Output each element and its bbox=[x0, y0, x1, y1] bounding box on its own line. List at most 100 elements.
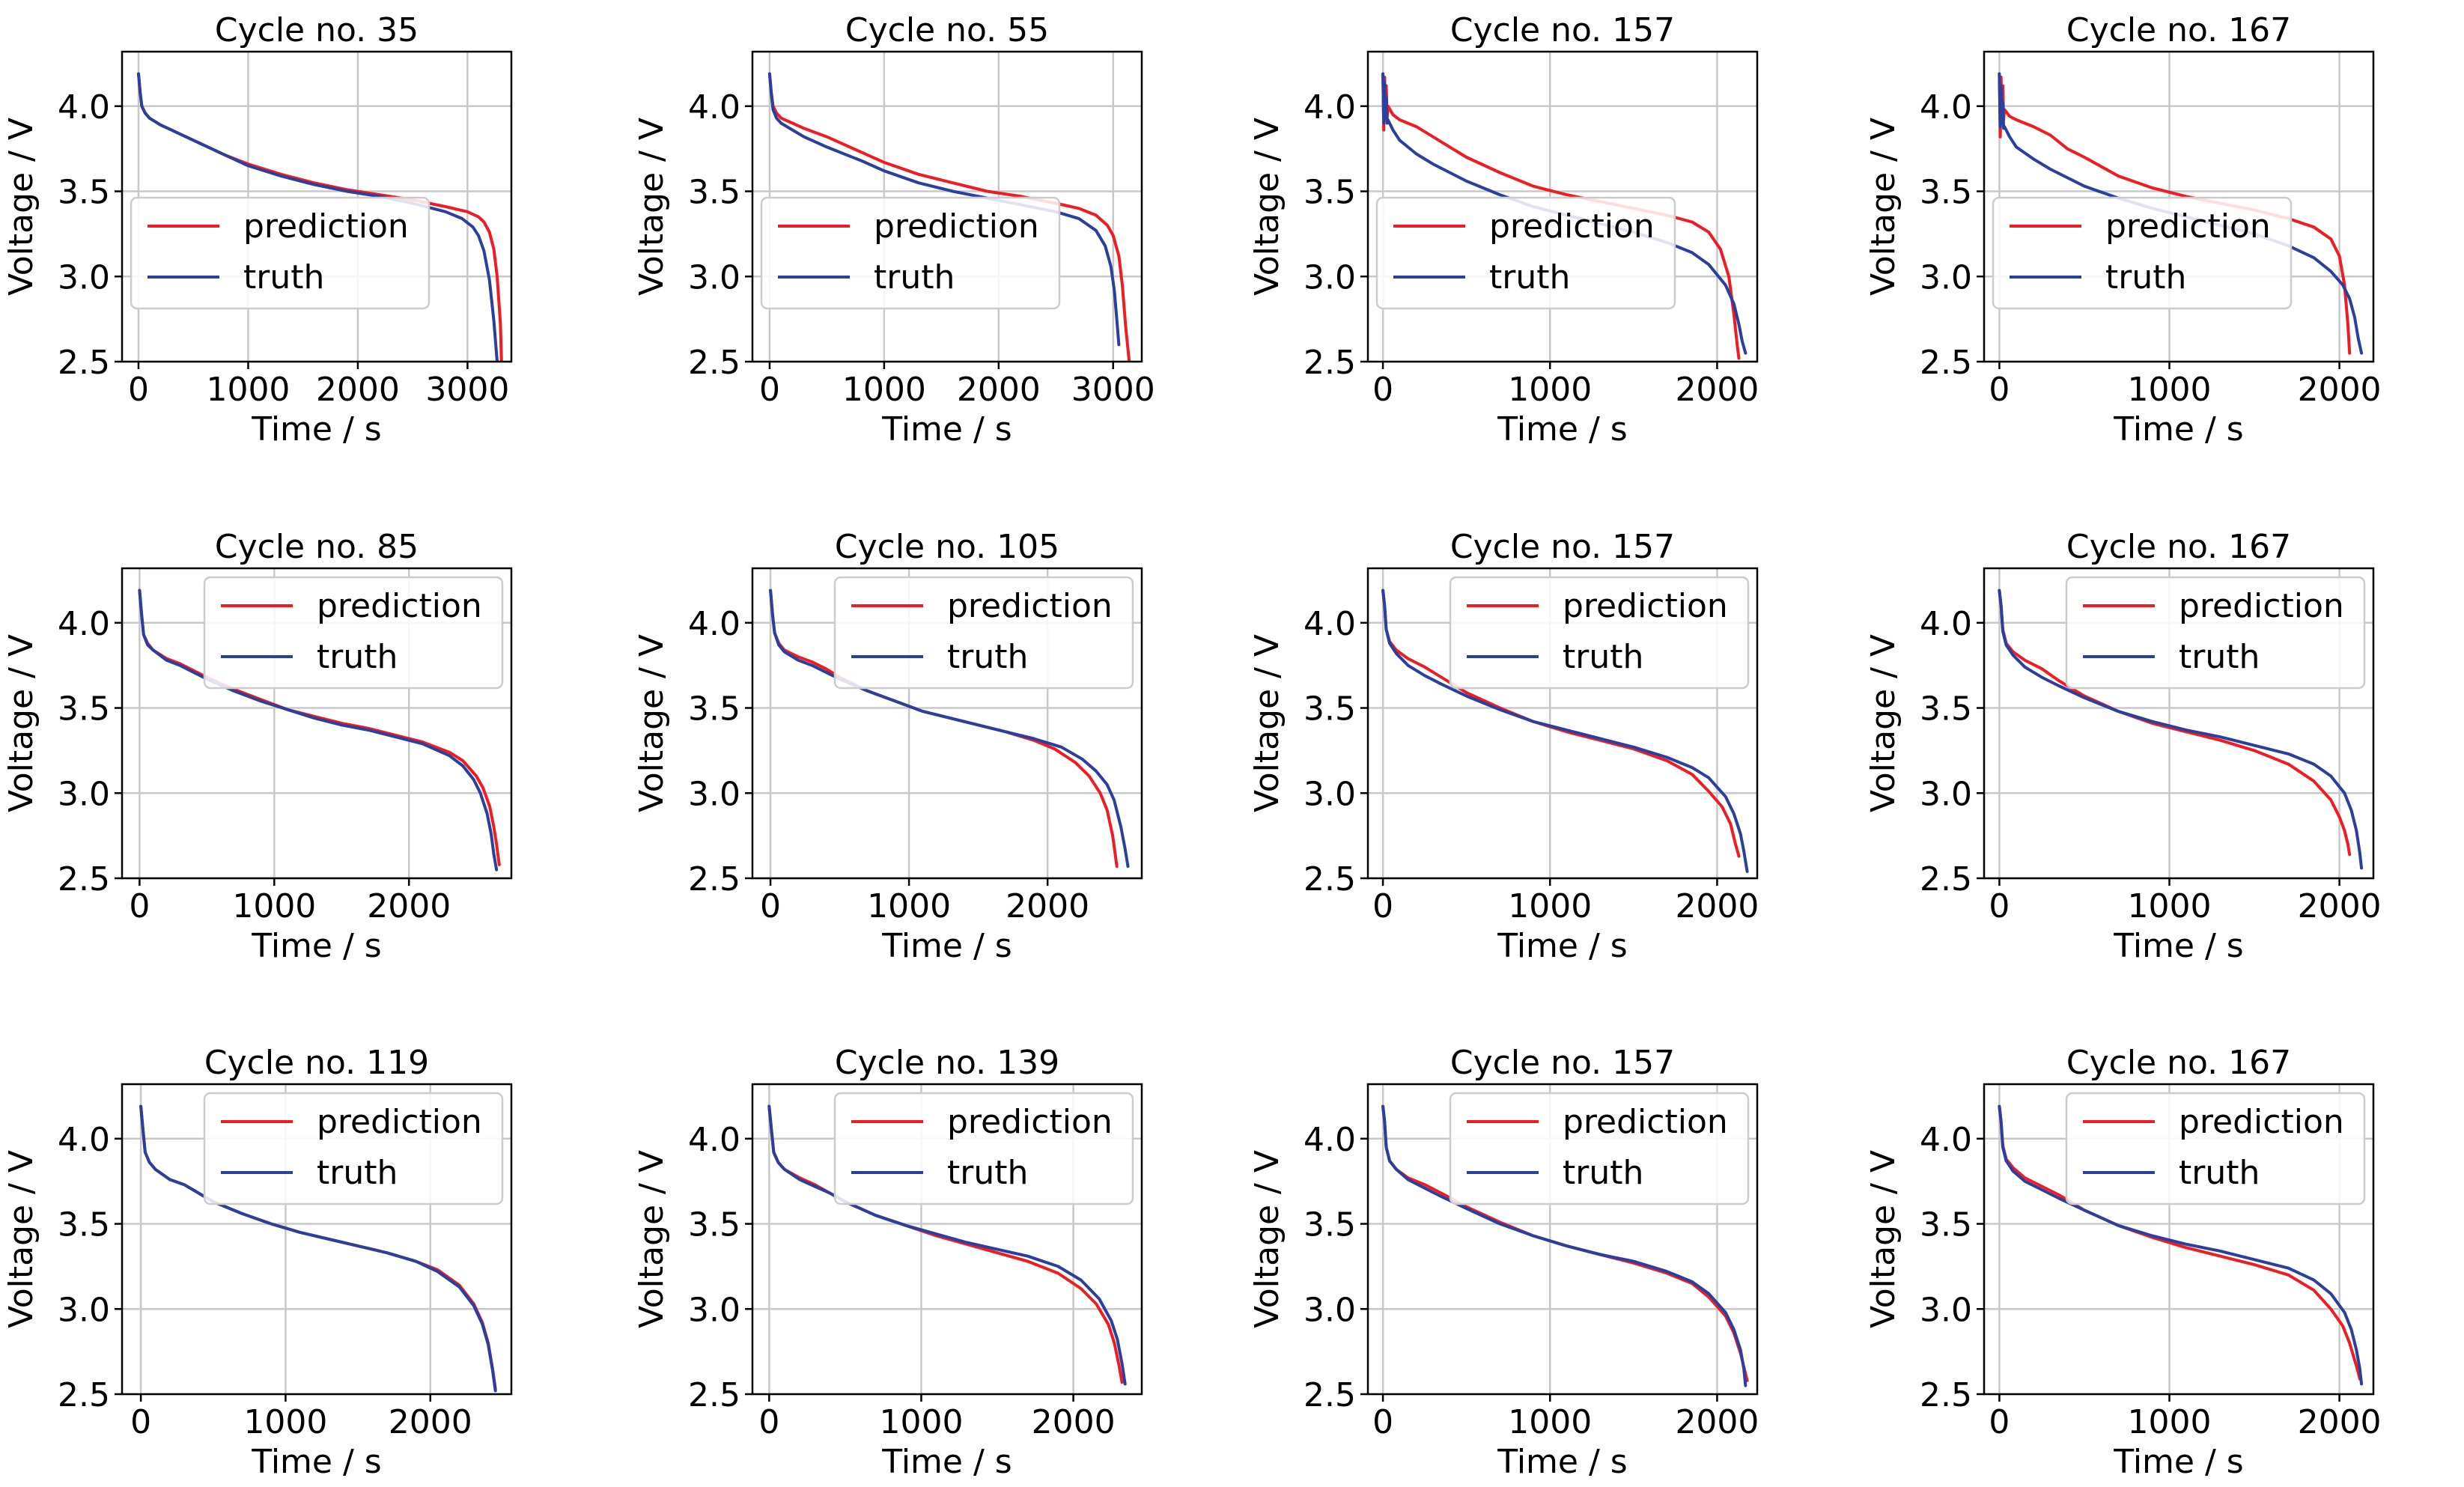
subplot-title: Cycle no. 105 bbox=[835, 528, 1059, 566]
legend: prediction truth bbox=[130, 196, 431, 310]
series-line-prediction bbox=[1998, 72, 2352, 355]
legend-label-truth: truth bbox=[947, 638, 1028, 676]
subplot-1: 0 1000 2000 3000 2.5 3.0 3.5 4.0 Cycle no. 35 Tim… bbox=[2, 11, 513, 448]
subplot-3: 0 1000 2000 2.5 3.0 3.5 4.0 Cycle no. 157 Time /… bbox=[1248, 11, 1759, 448]
y-axis-label: Voltage / V bbox=[633, 118, 671, 296]
x-tick-label: 2000 bbox=[316, 371, 400, 409]
legend: prediction truth bbox=[833, 576, 1134, 690]
y-tick-label: 3.0 bbox=[1304, 258, 1356, 297]
series-line-truth bbox=[769, 589, 1130, 869]
y-tick-label: 3.0 bbox=[1920, 1291, 1972, 1329]
subplot-title: Cycle no. 35 bbox=[215, 11, 419, 49]
legend: prediction truth bbox=[760, 196, 1061, 310]
series-line-truth bbox=[139, 1104, 497, 1393]
axes-frame bbox=[1366, 567, 1759, 880]
subplot-8: 0 1000 2000 2.5 3.0 3.5 4.0 Cycle no. 167 Time /… bbox=[1864, 528, 2382, 965]
series-line-prediction bbox=[767, 72, 1131, 362]
x-axis-label: Time / s bbox=[251, 927, 381, 965]
legend-label-prediction: prediction bbox=[947, 1103, 1113, 1141]
subplot-title: Cycle no. 119 bbox=[204, 1044, 429, 1082]
y-tick-label: 3.5 bbox=[688, 690, 740, 729]
y-tick-label: 2.5 bbox=[1304, 1376, 1356, 1414]
subplot-9: 0 1000 2000 2.5 3.0 3.5 4.0 Cycle no. 119 Time /… bbox=[2, 1044, 513, 1481]
x-tick-label: 2000 bbox=[1675, 1403, 1759, 1441]
x-axis-label: Time / s bbox=[881, 927, 1012, 965]
x-tick-label: 2000 bbox=[2298, 887, 2382, 925]
x-tick-label: 3000 bbox=[425, 371, 509, 409]
x-axis-label: Time / s bbox=[2113, 410, 2243, 448]
x-tick-label: 1000 bbox=[842, 371, 926, 409]
subplot-12: 0 1000 2000 2.5 3.0 3.5 4.0 Cycle no. 167 Time /… bbox=[1864, 1044, 2382, 1481]
series-line-truth bbox=[767, 72, 1121, 347]
x-tick-label: 2000 bbox=[957, 371, 1041, 409]
y-tick-label: 4.0 bbox=[58, 1121, 110, 1159]
x-tick-label: 1000 bbox=[206, 371, 290, 409]
y-tick-label: 3.5 bbox=[688, 174, 740, 212]
series-group bbox=[1381, 1104, 1749, 1387]
series-group bbox=[1381, 72, 1747, 360]
legend-label-prediction: prediction bbox=[1489, 207, 1655, 246]
legend-label-truth: truth bbox=[2179, 1154, 2260, 1192]
series-group bbox=[1998, 589, 2364, 870]
series-line-truth bbox=[137, 72, 499, 362]
subplot-title: Cycle no. 157 bbox=[1450, 528, 1675, 566]
x-tick-label: 1000 bbox=[243, 1403, 327, 1441]
x-tick-label: 2000 bbox=[367, 887, 451, 925]
legend: prediction truth bbox=[1992, 196, 2293, 310]
y-tick-label: 3.5 bbox=[688, 1206, 740, 1244]
x-tick-label: 0 bbox=[129, 887, 150, 925]
legend-label-truth: truth bbox=[1563, 1154, 1643, 1192]
x-tick-label: 1000 bbox=[879, 1403, 963, 1441]
y-tick-label: 3.5 bbox=[1304, 1206, 1356, 1244]
legend-label-prediction: prediction bbox=[1563, 587, 1728, 625]
legend-label-prediction: prediction bbox=[2179, 1103, 2344, 1141]
legend-label-prediction: prediction bbox=[2105, 207, 2271, 246]
legend: prediction truth bbox=[1449, 1092, 1750, 1205]
y-tick-label: 2.5 bbox=[688, 344, 740, 382]
subplot-title: Cycle no. 157 bbox=[1450, 11, 1675, 49]
subplot-5: 0 1000 2000 2.5 3.0 3.5 4.0 Cycle no. 85 Time / … bbox=[2, 528, 513, 965]
series-group bbox=[1998, 1104, 2364, 1386]
legend-label-prediction: prediction bbox=[2179, 587, 2344, 625]
series-group bbox=[139, 1104, 497, 1393]
series-line-truth bbox=[1381, 1104, 1747, 1387]
series-group bbox=[1381, 589, 1749, 873]
y-axis-label: Voltage / V bbox=[2, 1150, 40, 1328]
x-tick-label: 2000 bbox=[1675, 887, 1759, 925]
legend-label-prediction: prediction bbox=[317, 587, 482, 625]
subplot-title: Cycle no. 167 bbox=[2066, 1044, 2291, 1082]
x-tick-label: 1000 bbox=[1508, 887, 1592, 925]
legend: prediction truth bbox=[203, 1092, 504, 1205]
legend-label-truth: truth bbox=[317, 638, 398, 676]
x-axis-label: Time / s bbox=[2113, 927, 2243, 965]
x-tick-label: 1000 bbox=[232, 887, 316, 925]
subplot-11: 0 1000 2000 2.5 3.0 3.5 4.0 Cycle no. 157 Time /… bbox=[1248, 1044, 1759, 1481]
y-axis-label: Voltage / V bbox=[2, 118, 40, 296]
x-tick-label: 0 bbox=[1989, 887, 2010, 925]
axes-frame bbox=[1983, 1083, 2375, 1396]
series-group bbox=[138, 589, 501, 872]
x-tick-label: 0 bbox=[758, 1403, 779, 1441]
subplot-7: 0 1000 2000 2.5 3.0 3.5 4.0 Cycle no. 157 Time /… bbox=[1248, 528, 1759, 965]
x-tick-label: 0 bbox=[760, 887, 781, 925]
legend: prediction truth bbox=[1375, 196, 1676, 310]
x-axis-label: Time / s bbox=[881, 1443, 1012, 1481]
subplot-6: 0 1000 2000 2.5 3.0 3.5 4.0 Cycle no. 105 Time /… bbox=[633, 528, 1143, 965]
x-tick-label: 2000 bbox=[2298, 371, 2382, 409]
legend-label-prediction: prediction bbox=[874, 207, 1039, 246]
subplot-title: Cycle no. 85 bbox=[215, 528, 419, 566]
y-axis-label: Voltage / V bbox=[1864, 1150, 1902, 1328]
legend: prediction truth bbox=[833, 1092, 1134, 1205]
y-tick-label: 3.0 bbox=[1920, 258, 1972, 297]
y-tick-label: 3.0 bbox=[58, 775, 110, 813]
axes-frame bbox=[751, 50, 1143, 363]
y-tick-label: 2.5 bbox=[688, 1376, 740, 1414]
x-tick-label: 0 bbox=[1372, 1403, 1393, 1441]
subplot-title: Cycle no. 157 bbox=[1450, 1044, 1675, 1082]
legend-label-truth: truth bbox=[317, 1154, 398, 1192]
x-tick-label: 0 bbox=[1372, 887, 1393, 925]
x-tick-label: 0 bbox=[1989, 1403, 2010, 1441]
y-tick-label: 3.0 bbox=[58, 258, 110, 297]
x-tick-label: 2000 bbox=[1675, 371, 1759, 409]
x-axis-label: Time / s bbox=[881, 410, 1012, 448]
